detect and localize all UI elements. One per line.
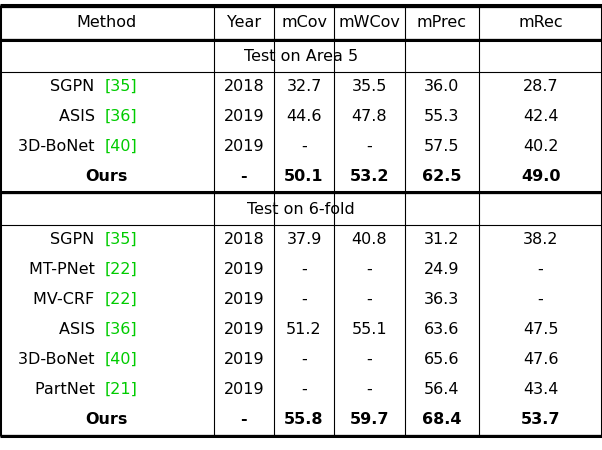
Text: mCov: mCov <box>281 15 327 30</box>
Text: PartNet: PartNet <box>34 382 105 397</box>
Text: 55.8: 55.8 <box>284 412 324 427</box>
Text: [21]: [21] <box>105 382 138 397</box>
Text: -: - <box>367 382 372 397</box>
Text: 2019: 2019 <box>223 322 264 337</box>
Text: 40.8: 40.8 <box>352 232 387 247</box>
Text: -: - <box>301 262 307 277</box>
Text: 36.3: 36.3 <box>424 292 459 307</box>
Text: 37.9: 37.9 <box>287 232 321 247</box>
Text: -: - <box>301 382 307 397</box>
Text: [22]: [22] <box>105 292 138 307</box>
Text: 3D-BoNet: 3D-BoNet <box>18 352 105 367</box>
Text: -: - <box>367 352 372 367</box>
Text: 2018: 2018 <box>223 79 264 94</box>
Text: -: - <box>367 262 372 277</box>
Text: 2019: 2019 <box>223 382 264 397</box>
Text: 24.9: 24.9 <box>424 262 459 277</box>
Text: 63.6: 63.6 <box>424 322 459 337</box>
Text: [35]: [35] <box>105 79 137 94</box>
Text: Ours: Ours <box>85 412 128 427</box>
Text: 59.7: 59.7 <box>350 412 389 427</box>
Text: -: - <box>538 292 544 307</box>
Text: Year: Year <box>227 15 261 30</box>
Text: 47.5: 47.5 <box>523 322 558 337</box>
Text: 35.5: 35.5 <box>352 79 387 94</box>
Text: 44.6: 44.6 <box>287 109 321 124</box>
Text: [36]: [36] <box>105 109 137 124</box>
Text: 2019: 2019 <box>223 139 264 154</box>
Text: 62.5: 62.5 <box>422 169 462 184</box>
Text: mPrec: mPrec <box>417 15 467 30</box>
Text: 38.2: 38.2 <box>523 232 558 247</box>
Text: 42.4: 42.4 <box>523 109 558 124</box>
Text: MT-PNet: MT-PNet <box>29 262 105 277</box>
Text: ASIS: ASIS <box>58 322 105 337</box>
Text: 55.1: 55.1 <box>352 322 387 337</box>
Text: -: - <box>301 292 307 307</box>
Text: 2019: 2019 <box>223 352 264 367</box>
Text: Ours: Ours <box>85 169 128 184</box>
Text: 47.8: 47.8 <box>352 109 387 124</box>
Text: [40]: [40] <box>105 352 138 367</box>
Text: 65.6: 65.6 <box>424 352 459 367</box>
Text: Method: Method <box>76 15 137 30</box>
Text: -: - <box>240 169 247 184</box>
Text: 53.2: 53.2 <box>350 169 389 184</box>
Text: 57.5: 57.5 <box>424 139 459 154</box>
Text: 40.2: 40.2 <box>523 139 558 154</box>
Text: -: - <box>240 412 247 427</box>
Text: 51.2: 51.2 <box>286 322 322 337</box>
Text: 49.0: 49.0 <box>521 169 560 184</box>
Text: 50.1: 50.1 <box>284 169 324 184</box>
Text: -: - <box>301 352 307 367</box>
Text: SGPN: SGPN <box>51 232 105 247</box>
Text: Test on 6-fold: Test on 6-fold <box>247 202 355 217</box>
Text: [36]: [36] <box>105 322 137 337</box>
Text: 56.4: 56.4 <box>424 382 459 397</box>
Text: 2018: 2018 <box>223 232 264 247</box>
Text: -: - <box>301 139 307 154</box>
Text: 2019: 2019 <box>223 292 264 307</box>
Text: mRec: mRec <box>518 15 563 30</box>
Text: -: - <box>538 262 544 277</box>
Text: [35]: [35] <box>105 232 137 247</box>
Text: Test on Area 5: Test on Area 5 <box>244 49 358 64</box>
Text: 47.6: 47.6 <box>523 352 558 367</box>
Text: -: - <box>367 139 372 154</box>
Text: ASIS: ASIS <box>58 109 105 124</box>
Text: 68.4: 68.4 <box>422 412 462 427</box>
Text: SGPN: SGPN <box>51 79 105 94</box>
Text: 32.7: 32.7 <box>287 79 321 94</box>
Text: [40]: [40] <box>105 139 138 154</box>
Text: -: - <box>367 292 372 307</box>
Text: 53.7: 53.7 <box>521 412 560 427</box>
Text: 36.0: 36.0 <box>424 79 459 94</box>
Text: 55.3: 55.3 <box>424 109 459 124</box>
Text: MV-CRF: MV-CRF <box>33 292 105 307</box>
Text: 31.2: 31.2 <box>424 232 459 247</box>
Text: 3D-BoNet: 3D-BoNet <box>18 139 105 154</box>
Text: 2019: 2019 <box>223 262 264 277</box>
Text: 43.4: 43.4 <box>523 382 558 397</box>
Text: mWCov: mWCov <box>338 15 400 30</box>
Text: [22]: [22] <box>105 262 138 277</box>
Text: 2019: 2019 <box>223 109 264 124</box>
Text: 28.7: 28.7 <box>523 79 559 94</box>
